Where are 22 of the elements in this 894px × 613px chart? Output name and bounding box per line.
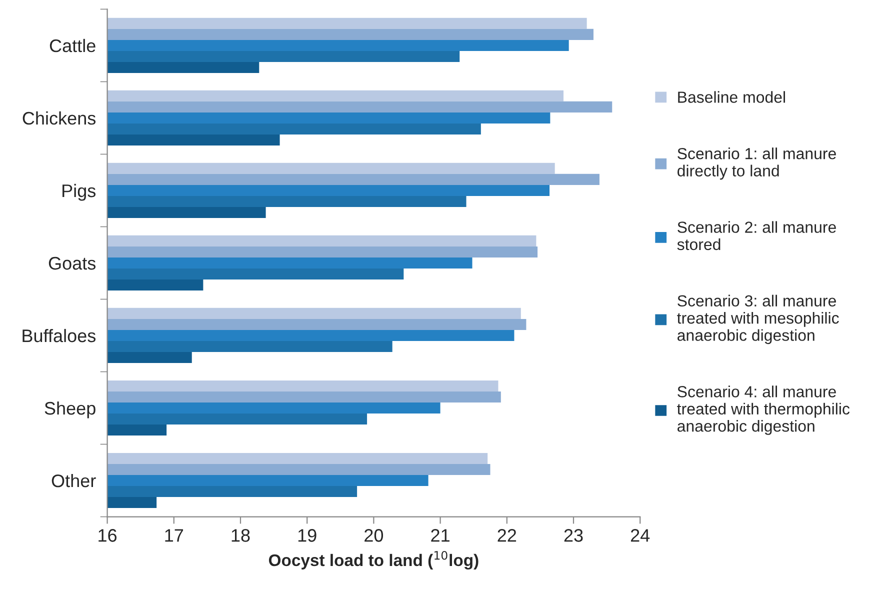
x-tick-label: 24: [630, 529, 650, 542]
legend-label: Scenario 3: all manure treated with mesophilic anaerobic digestion: [677, 294, 839, 344]
legend-label: Scenario 4: all manure treated with thermophilic anaerobic digestion: [677, 386, 850, 435]
x-tick-label: 16: [98, 529, 117, 542]
y-tick-label: Goats: [48, 256, 96, 270]
x-tick-label: 22: [498, 529, 516, 542]
x-tick-label: 21: [431, 529, 450, 542]
x-axis-title: Oocyst load to land ($^{10}$log): [268, 550, 478, 570]
x-tick-label: 23: [564, 529, 583, 542]
x-tick-label: 17: [165, 529, 184, 542]
x-tick-label: 18: [232, 529, 250, 542]
y-tick-label: Other: [52, 474, 96, 488]
y-tick-label: Pigs: [62, 184, 96, 201]
legend-label: Scenario 2: all manure stored: [677, 221, 836, 250]
y-tick-label: Buffaloes: [22, 328, 96, 342]
y-tick-label: Chickens: [22, 111, 96, 125]
legend-label: Baseline model: [678, 91, 785, 103]
x-tick-label: 20: [364, 529, 384, 542]
y-tick-label: Sheep: [44, 401, 96, 418]
legend-label: Scenario 1: all manure directly to land: [678, 148, 836, 180]
y-tick-label: Cattle: [50, 38, 96, 52]
x-tick-label: 19: [298, 529, 316, 542]
